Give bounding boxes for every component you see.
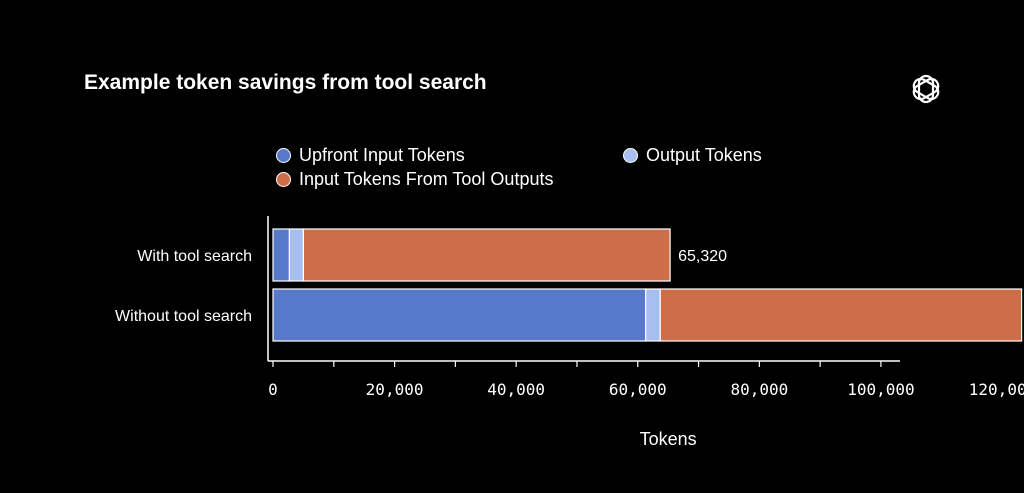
bar-segment-tool-outputs: [302, 228, 671, 282]
x-tick-label: 40,000: [487, 380, 545, 399]
openai-logo-icon: [912, 74, 940, 104]
x-tick-label: 20,000: [366, 380, 424, 399]
category-label: Without tool search: [115, 308, 252, 325]
x-tick-label: 80,000: [730, 380, 788, 399]
x-tick-label: 60,000: [609, 380, 667, 399]
bar-segment-tool-outputs: [659, 288, 1023, 342]
bar-segment-upfront-input: [272, 228, 291, 282]
chart-title: Example token savings from tool search: [84, 71, 487, 94]
bar-segment-output: [645, 288, 661, 342]
bar-segment-output: [288, 228, 304, 282]
x-tick-label: 120,000: [969, 380, 1024, 399]
x-tick-label: 100,000: [847, 380, 914, 399]
category-label: With tool search: [137, 248, 252, 265]
bar-total-label: 65,320: [678, 248, 727, 265]
bar-segment-upfront-input: [272, 288, 647, 342]
x-axis-title: Tokens: [640, 429, 697, 449]
x-tick-label: 0: [268, 380, 278, 399]
